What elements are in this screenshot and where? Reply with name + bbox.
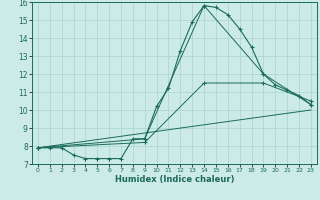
X-axis label: Humidex (Indice chaleur): Humidex (Indice chaleur): [115, 175, 234, 184]
